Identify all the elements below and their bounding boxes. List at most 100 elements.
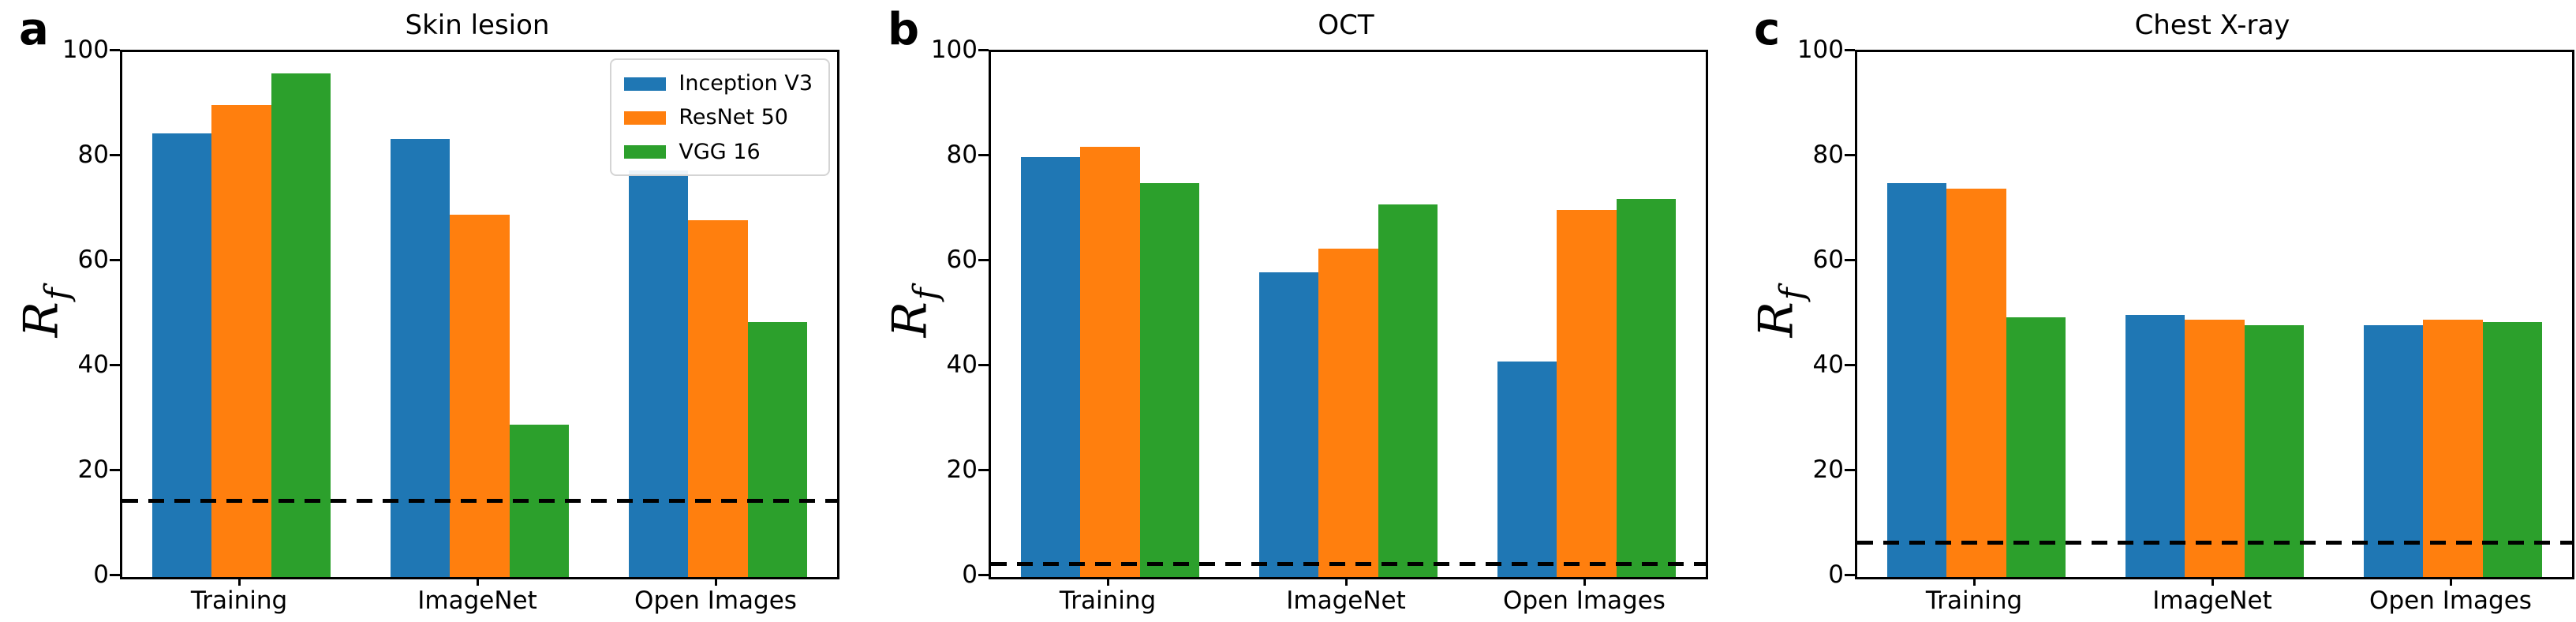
y-tick-mark	[110, 48, 120, 51]
bar-inception-v3-open-images	[1497, 362, 1557, 577]
y-tick-mark	[1845, 153, 1855, 156]
legend-swatch-inception-v3	[624, 77, 667, 91]
bar-vgg-16-open-images	[747, 322, 808, 577]
y-axis-label: Rf	[883, 287, 945, 337]
y-tick-mark	[978, 258, 989, 261]
y-tick-label: 20	[77, 455, 109, 484]
bar-inception-v3-training	[1020, 157, 1081, 577]
x-tick-mark	[476, 577, 479, 586]
chart-title: OCT	[1318, 9, 1374, 41]
y-tick-mark	[978, 48, 989, 51]
y-tick-label: 60	[946, 245, 978, 274]
y-tick-label: 60	[1812, 245, 1844, 274]
bar-inception-v3-open-images	[628, 170, 689, 577]
y-tick-label: 100	[62, 36, 109, 64]
bar-resnet-50-imagenet	[2185, 320, 2245, 577]
chart-panel-a: a Skin lesion Rf Inception V3 ResNet 50 VG…	[2, 0, 851, 622]
x-tick-label-imagenet: ImageNet	[1286, 586, 1406, 615]
bar-vgg-16-open-images	[1616, 199, 1677, 577]
y-tick-label: 40	[1812, 350, 1844, 379]
baseline-dashed-line	[1857, 541, 2572, 545]
y-axis-label-main: R	[13, 301, 69, 337]
legend-item-inception-v3: Inception V3	[624, 71, 813, 96]
y-tick-mark	[1845, 468, 1855, 471]
y-tick-mark	[110, 363, 120, 366]
bar-vgg-16-training	[2006, 317, 2066, 577]
y-tick-mark	[978, 468, 989, 471]
bar-resnet-50-open-images	[2423, 320, 2483, 577]
chart-title: Chest X-ray	[2134, 9, 2290, 41]
panel-label: c	[1754, 4, 1781, 55]
bar-inception-v3-imagenet	[2125, 314, 2185, 577]
legend-label: VGG 16	[679, 139, 761, 164]
plot-area	[989, 50, 1708, 579]
plot-area	[1855, 50, 2574, 579]
bar-resnet-50-training	[211, 104, 271, 577]
bar-inception-v3-imagenet	[390, 138, 451, 577]
y-tick-mark	[978, 153, 989, 156]
bar-inception-v3-training	[151, 133, 212, 577]
y-tick-label: 0	[962, 560, 978, 589]
legend-swatch-resnet-50	[624, 111, 667, 126]
bar-vgg-16-open-images	[2482, 322, 2543, 577]
x-tick-mark	[2211, 577, 2214, 586]
y-axis-label: Rf	[1749, 287, 1811, 337]
bar-inception-v3-training	[1886, 183, 1947, 577]
x-tick-label-training: Training	[1925, 586, 2023, 615]
y-tick-label: 40	[946, 350, 978, 379]
x-tick-label-imagenet: ImageNet	[2152, 586, 2272, 615]
bar-resnet-50-training	[1080, 146, 1140, 577]
legend-swatch-vgg-16	[624, 145, 667, 159]
bar-inception-v3-open-images	[2363, 324, 2424, 577]
baseline-dashed-line	[991, 561, 1706, 566]
bar-resnet-50-open-images	[1557, 209, 1617, 577]
y-tick-label: 100	[1796, 36, 1844, 64]
y-axis-label-subscript: f	[906, 287, 945, 300]
y-axis-label-subscript: f	[1772, 287, 1811, 300]
y-tick-label: 20	[946, 455, 978, 484]
y-tick-mark	[110, 573, 120, 576]
y-tick-label: 40	[77, 350, 109, 379]
y-axis-label-main: R	[882, 301, 938, 337]
y-tick-mark	[1845, 48, 1855, 51]
y-tick-label: 20	[1812, 455, 1844, 484]
plot-area: Inception V3 ResNet 50 VGG 16	[120, 50, 839, 579]
bar-inception-v3-imagenet	[1258, 272, 1319, 577]
y-tick-label: 100	[930, 36, 978, 64]
bar-resnet-50-imagenet	[1318, 249, 1378, 577]
chart-title: Skin lesion	[405, 9, 550, 41]
x-tick-label-imagenet: ImageNet	[417, 586, 537, 615]
y-tick-label: 0	[93, 560, 109, 589]
x-tick-mark	[1344, 577, 1348, 586]
y-tick-label: 80	[77, 141, 109, 169]
chart-panel-b: b OCT Rf 0 20 40 60 80 100 Training ImageNet Ope…	[870, 0, 1719, 622]
legend-item-vgg-16: VGG 16	[624, 140, 813, 165]
panel-label: b	[888, 4, 920, 55]
x-tick-label-open-images: Open Images	[2369, 586, 2532, 615]
y-tick-mark	[978, 573, 989, 576]
bar-vgg-16-training	[271, 73, 331, 577]
y-tick-label: 0	[1828, 560, 1844, 589]
y-tick-label: 60	[77, 245, 109, 274]
y-tick-mark	[1845, 258, 1855, 261]
x-tick-label-training: Training	[1059, 586, 1157, 615]
bar-vgg-16-imagenet	[1378, 204, 1438, 577]
y-tick-mark	[110, 153, 120, 156]
y-tick-mark	[1845, 573, 1855, 576]
y-tick-label: 80	[1812, 141, 1844, 169]
bar-resnet-50-open-images	[688, 219, 748, 577]
x-tick-mark	[1583, 577, 1586, 586]
legend-label: ResNet 50	[679, 105, 788, 130]
x-tick-label-open-images: Open Images	[634, 586, 797, 615]
y-tick-label: 80	[946, 141, 978, 169]
y-axis-label-subscript: f	[37, 287, 77, 300]
x-tick-mark	[714, 577, 717, 586]
x-tick-mark	[2449, 577, 2452, 586]
legend-item-resnet-50: ResNet 50	[624, 105, 813, 130]
panel-label: a	[19, 4, 49, 55]
chart-panel-c: c Chest X-ray Rf 0 20 40 60 80 100 Training Ima…	[1737, 0, 2576, 622]
x-tick-label-training: Training	[190, 586, 288, 615]
y-axis-label: Rf	[14, 287, 77, 337]
x-tick-mark	[1106, 577, 1109, 586]
